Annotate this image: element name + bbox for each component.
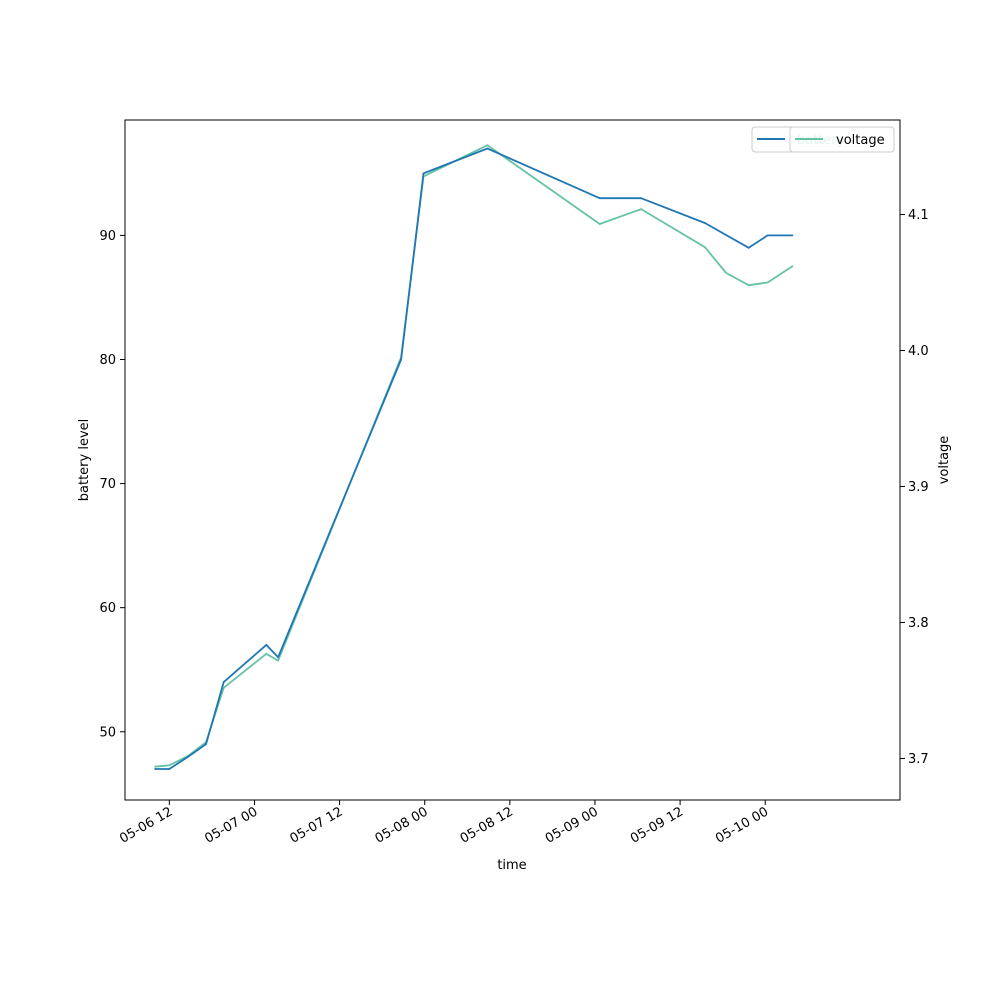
data-point-battery [422, 172, 425, 175]
y-left-tick-label: 70 [99, 477, 116, 492]
data-point-battery [704, 222, 706, 224]
data-point-battery [154, 768, 157, 770]
y-right-tick-label: 3.9 [908, 480, 929, 495]
data-point-battery [486, 147, 489, 150]
x-axis-title: time [497, 858, 526, 873]
data-point-battery [766, 234, 769, 237]
data-point-voltage [486, 144, 489, 147]
data-point-voltage [222, 686, 225, 689]
data-point-voltage [640, 208, 642, 211]
data-point-voltage [747, 284, 750, 287]
series-line-battery [155, 147, 793, 770]
series-lines [154, 144, 794, 770]
data-point-voltage [277, 659, 279, 662]
data-point-battery [747, 246, 750, 249]
data-point-battery [598, 197, 601, 200]
data-point-battery [791, 234, 794, 237]
legend-voltage-box [789, 126, 895, 153]
data-point-voltage [265, 652, 268, 655]
y-left-tick-label: 50 [99, 725, 116, 740]
y-axis-left-title: battery level [77, 419, 92, 502]
legend-voltage: voltage [789, 126, 895, 153]
y-axis-right-title: voltage [937, 436, 952, 485]
data-point-battery [222, 681, 225, 683]
y-right-tick-label: 3.7 [908, 752, 929, 767]
data-point-voltage [598, 223, 601, 225]
y-axis-right: 3.7 3.8 3.9 4.0 4.1 [900, 208, 929, 767]
data-point-battery [277, 656, 279, 659]
data-point-battery [400, 358, 402, 361]
data-point-voltage [791, 265, 794, 268]
y-left-tick-label: 90 [99, 229, 116, 244]
data-point-voltage [154, 765, 157, 768]
y-axis-left: 50 60 70 80 90 [99, 229, 125, 740]
plot-frame [124, 119, 901, 801]
y-right-tick-label: 4.0 [908, 344, 929, 359]
data-point-voltage [725, 272, 728, 274]
legend-voltage-label: voltage [836, 133, 885, 148]
data-point-battery [187, 755, 190, 758]
data-point-battery [205, 743, 207, 746]
data-point-voltage [168, 764, 171, 767]
data-point-voltage [766, 281, 769, 284]
y-right-tick-label: 4.1 [908, 208, 929, 223]
data-point-battery [168, 768, 171, 770]
y-right-tick-label: 3.8 [908, 616, 929, 631]
data-point-battery [265, 644, 268, 646]
y-left-tick-label: 60 [99, 601, 116, 616]
y-left-tick-label: 80 [99, 353, 116, 368]
data-point-battery [640, 197, 642, 200]
data-point-voltage [704, 246, 706, 249]
